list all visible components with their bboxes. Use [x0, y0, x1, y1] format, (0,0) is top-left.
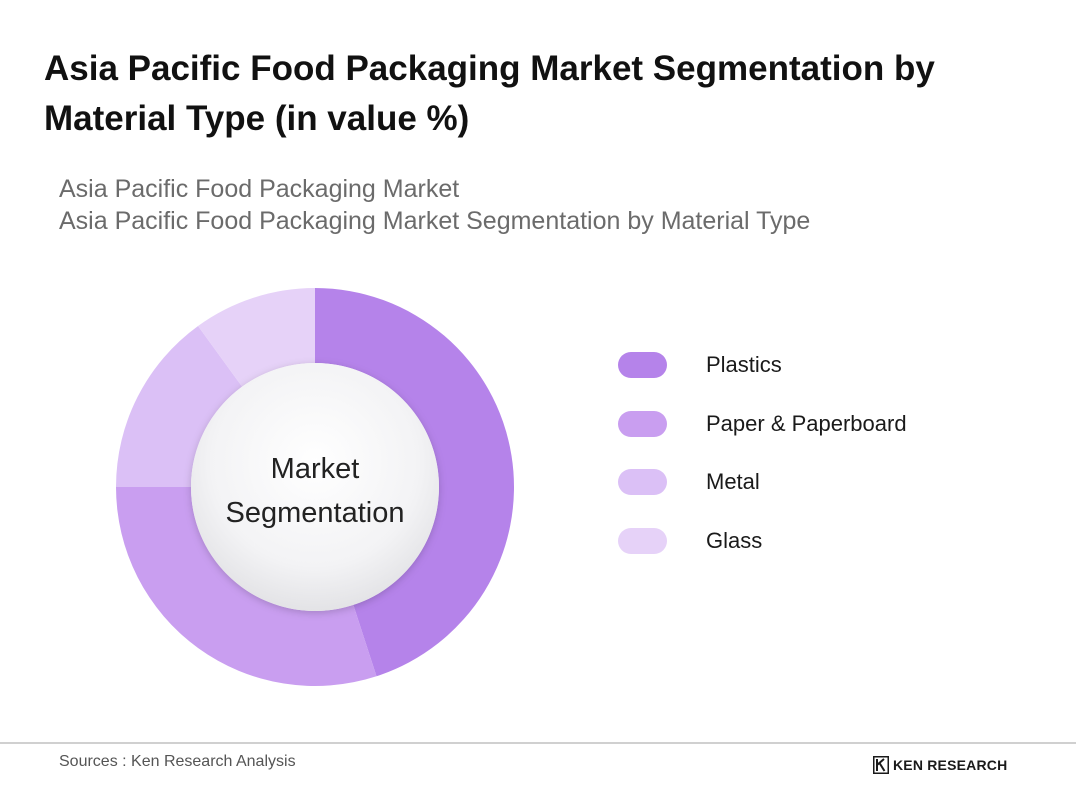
legend-label: Plastics [706, 352, 782, 377]
donut-chart: Market Segmentation [100, 272, 530, 702]
chart-legend: Plastics Paper & Paperboard Metal Glass [618, 345, 1038, 579]
legend-swatch [618, 410, 667, 437]
subtitle-line-1: Asia Pacific Food Packaging Market [59, 175, 460, 203]
footer-divider [0, 742, 1076, 744]
donut-slice-plastics [315, 288, 514, 677]
page-title: Asia Pacific Food Packaging Market Segme… [44, 49, 935, 138]
donut-slice-glass [198, 288, 315, 387]
legend-swatch [618, 352, 667, 378]
chart-subtitle: Asia Pacific Food Packaging Market Asia … [59, 173, 959, 237]
legend-item-metal: Metal [618, 462, 1038, 502]
source-note: Sources : Ken Research Analysis [59, 753, 296, 770]
ken-research-logo-icon [873, 756, 889, 774]
legend-item-paper-paperboard: Paper & Paperboard [618, 404, 1038, 444]
center-label-line-2: Segmentation [226, 497, 405, 529]
donut-slice-paper-paperboard [116, 487, 377, 686]
brand-logo: KEN RESEARCH [873, 755, 1007, 775]
legend-swatch [618, 469, 667, 495]
donut-slices [116, 288, 514, 686]
brand-name: KEN RESEARCH [893, 757, 1008, 773]
center-label-line-1: Market [271, 453, 360, 485]
donut-slice-metal [116, 326, 243, 487]
subtitle-line-2: Asia Pacific Food Packaging Market Segme… [59, 207, 811, 235]
legend-item-plastics: Plastics [618, 345, 1038, 385]
legend-label: Glass [706, 527, 763, 553]
legend-label: Metal [706, 469, 760, 494]
legend-swatch [618, 527, 667, 554]
donut-chart-svg: Market Segmentation [116, 288, 514, 686]
donut-center-disc [191, 363, 439, 611]
legend-item-glass: Glass [618, 521, 1038, 561]
legend-label: Paper & Paperboard [706, 410, 907, 436]
